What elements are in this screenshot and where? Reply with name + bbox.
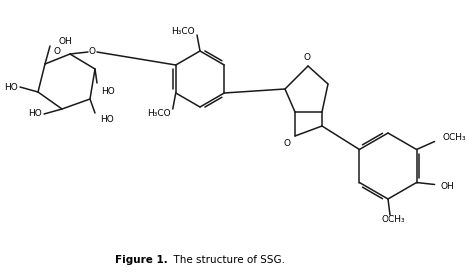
Text: O: O (283, 139, 291, 149)
Text: OCH₃: OCH₃ (443, 133, 466, 142)
Text: HO: HO (100, 115, 114, 124)
Text: OH: OH (59, 38, 73, 47)
Text: O: O (303, 53, 310, 62)
Text: O: O (54, 47, 61, 56)
Text: OCH₃: OCH₃ (381, 215, 405, 224)
Text: HO: HO (28, 110, 42, 118)
Text: Figure 1.: Figure 1. (115, 255, 168, 265)
Text: The structure of SSG.: The structure of SSG. (167, 255, 285, 265)
Text: HO: HO (101, 87, 115, 96)
Text: H₃CO: H₃CO (172, 27, 195, 36)
Text: OH: OH (440, 182, 454, 191)
Text: H₃CO: H₃CO (147, 109, 171, 118)
Text: HO: HO (4, 82, 18, 92)
Text: O: O (89, 47, 95, 56)
